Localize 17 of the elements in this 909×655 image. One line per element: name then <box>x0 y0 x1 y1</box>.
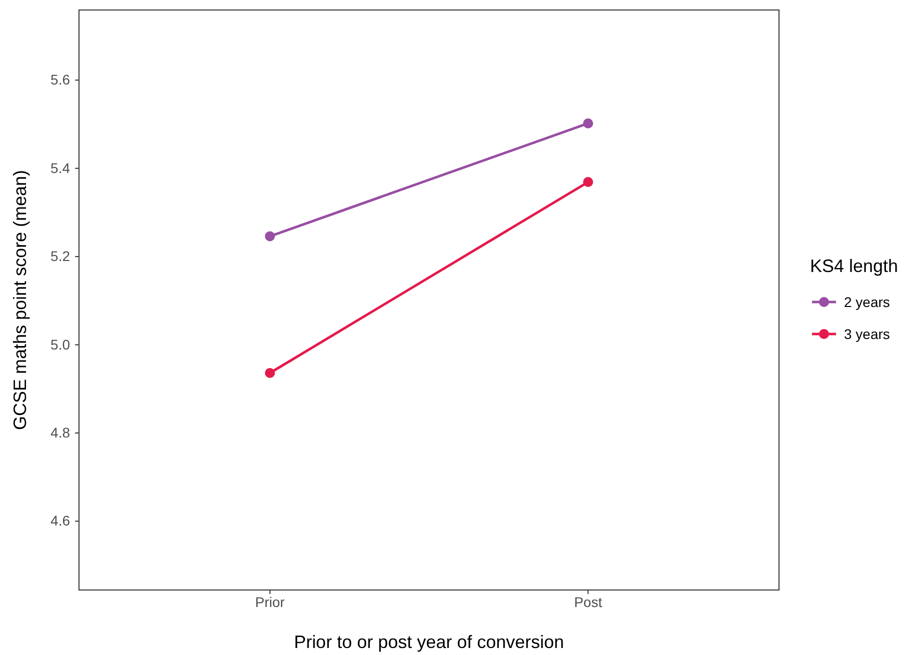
legend-label: 2 years <box>844 294 890 310</box>
y-tick-label: 4.8 <box>50 424 70 440</box>
y-tick-label: 5.2 <box>50 248 70 264</box>
x-tick-label: Post <box>574 594 602 610</box>
point <box>264 231 275 242</box>
point <box>583 177 594 188</box>
y-tick-label: 5.4 <box>50 160 70 176</box>
point <box>264 368 275 378</box>
y-axis-title: GCSE maths point score (mean) <box>10 170 30 430</box>
legend-title: KS4 length <box>810 256 898 276</box>
y-tick-label: 5.0 <box>50 336 70 352</box>
x-axis-title: Prior to or post year of conversion <box>294 632 564 652</box>
x-tick-label: Prior <box>255 594 286 610</box>
y-tick-label: 4.6 <box>50 512 70 529</box>
legend-label: 3 years <box>844 326 890 342</box>
y-tick-label: 5.6 <box>50 72 70 88</box>
point <box>583 118 594 128</box>
